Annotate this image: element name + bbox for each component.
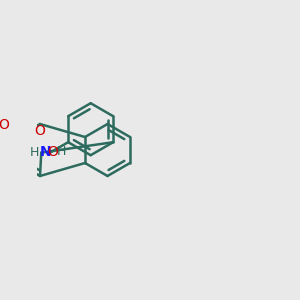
Text: O: O [47, 145, 58, 159]
Text: O: O [34, 124, 45, 137]
Text: H: H [56, 145, 66, 158]
Text: N: N [40, 145, 52, 159]
Text: H: H [30, 146, 40, 159]
Text: O: O [0, 118, 9, 132]
